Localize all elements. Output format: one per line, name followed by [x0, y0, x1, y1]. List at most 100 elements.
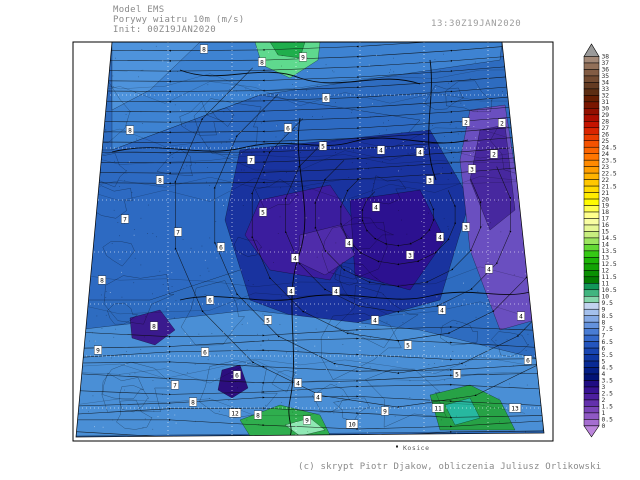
colorbar-label: 27: [602, 125, 610, 132]
colorbar-label: 3.5: [602, 378, 614, 385]
colorbar-label: 11: [602, 281, 610, 288]
colorbar-cell: [583, 289, 600, 297]
colorbar-cell: [583, 367, 600, 375]
colorbar-cell: [583, 159, 600, 167]
colorbar-label: 15: [602, 229, 610, 236]
colorbar-cell: [583, 82, 600, 90]
colorbar-label: 3: [602, 384, 606, 391]
svg-text:4: 4: [418, 149, 422, 156]
colorbar-label: 14.5: [602, 235, 617, 242]
colorbar-label: 29: [602, 112, 610, 119]
colorbar-label: 9: [602, 306, 606, 313]
colorbar-label: 2: [602, 397, 606, 404]
colorbar-label: 7: [602, 332, 606, 339]
colorbar-cell: [583, 257, 600, 265]
colorbar-label: 28: [602, 119, 610, 126]
colorbar-cell: [583, 244, 600, 252]
colorbar-cell: [583, 283, 600, 291]
svg-text:8: 8: [158, 177, 162, 184]
svg-text:9: 9: [305, 417, 309, 424]
svg-text:11: 11: [434, 405, 442, 412]
colorbar-cell: [583, 308, 600, 316]
gust-value: 8: [200, 44, 208, 54]
gust-value: 8: [254, 410, 262, 420]
colorbar-cell: [583, 205, 600, 213]
svg-text:6: 6: [208, 297, 212, 304]
colorbar-label: 1: [602, 410, 606, 417]
colorbar-cell: [583, 270, 600, 278]
svg-text:6: 6: [526, 357, 530, 364]
svg-text:12: 12: [231, 410, 239, 417]
colorbar-cell: [583, 224, 600, 232]
map-field-layer: [76, 42, 544, 437]
svg-text:7: 7: [123, 216, 127, 223]
colorbar-cell: [583, 360, 600, 368]
svg-text:5: 5: [455, 371, 459, 378]
colorbar-label: 6.5: [602, 339, 614, 346]
gust-value: 7: [174, 227, 182, 237]
gust-value: 9: [381, 406, 389, 416]
svg-text:4: 4: [487, 266, 491, 273]
gust-value: 3: [468, 164, 476, 174]
gust-value: 4: [377, 145, 385, 155]
colorbar-label: 16: [602, 222, 610, 229]
colorbar-label: 22.5: [602, 170, 617, 177]
gust-value: 4: [438, 305, 446, 315]
gust-value: 4: [517, 311, 525, 321]
colorbar-label: 26: [602, 131, 610, 138]
gust-value: 10: [345, 419, 359, 429]
svg-text:2: 2: [492, 151, 496, 158]
colorbar-label: 5: [602, 358, 606, 365]
svg-text:8: 8: [260, 59, 264, 66]
colorbar-cell: [583, 172, 600, 180]
gust-value: 6: [206, 295, 214, 305]
model-header: Model EMS Porywy wiatru 10m (m/s) Init: …: [113, 5, 245, 35]
colorbar-cell: [583, 373, 600, 381]
colorbar-cell: [583, 231, 600, 239]
svg-text:6: 6: [324, 95, 328, 102]
svg-text:4: 4: [373, 317, 377, 324]
colorbar-label: 13.5: [602, 248, 617, 255]
colorbar-cell: [583, 211, 600, 219]
gust-value: 2: [462, 117, 470, 127]
borders-layer: [111, 59, 531, 437]
parameter-title: Porywy wiatru 10m (m/s): [113, 15, 245, 25]
colorbar-cell: [583, 218, 600, 226]
svg-text:13: 13: [511, 405, 519, 412]
colorbar-label: 8: [602, 319, 606, 326]
colorbar-cell: [583, 146, 600, 154]
svg-text:9: 9: [96, 347, 100, 354]
gust-value: 4: [416, 147, 424, 157]
gust-value: 8: [98, 275, 106, 285]
colorbar-cell: [583, 296, 600, 303]
gust-value: 6: [322, 93, 330, 103]
colorbar-label: 25: [602, 138, 610, 145]
colorbar-cell: [583, 393, 600, 401]
gust-value: 4: [291, 253, 299, 263]
colorbar-cell: [583, 354, 600, 362]
colorbar-label: 7.5: [602, 326, 614, 333]
gust-value: 4: [314, 392, 322, 402]
gust-value: 8: [126, 125, 134, 135]
svg-text:9: 9: [383, 408, 387, 415]
colorbar-cell: [583, 114, 600, 122]
svg-text:4: 4: [438, 234, 442, 241]
gust-value: 6: [524, 355, 532, 365]
colorbar-label: 6: [602, 345, 606, 352]
colorbar-cell: [583, 69, 600, 77]
colorbar-label: 18: [602, 209, 610, 216]
colorbar-cell: [583, 101, 600, 109]
gust-value: 4: [294, 378, 302, 388]
svg-text:4: 4: [379, 147, 383, 154]
svg-text:4: 4: [347, 240, 351, 247]
colorbar-cell: [583, 302, 600, 310]
gust-value: 2: [498, 118, 506, 128]
gust-value: 7: [247, 155, 255, 165]
gust-value: 8: [258, 57, 266, 67]
colorbar-cell: [583, 88, 600, 96]
colorbar-cell: [583, 121, 600, 129]
gust-value: 3: [462, 222, 470, 232]
colorbar-cell: [583, 334, 600, 342]
gust-value: 4: [345, 238, 353, 248]
